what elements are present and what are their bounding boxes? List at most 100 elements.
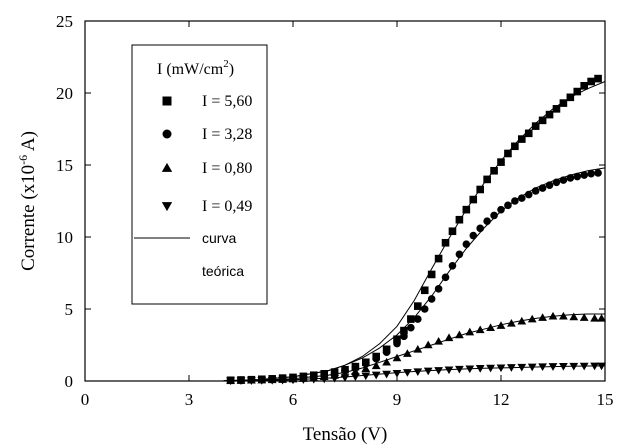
data-point	[455, 215, 464, 224]
data-point	[434, 337, 443, 345]
legend-marker	[161, 202, 173, 212]
data-point	[597, 313, 606, 322]
data-point	[319, 375, 329, 384]
data-point	[566, 174, 575, 182]
data-point	[434, 285, 443, 293]
data-point	[559, 176, 568, 184]
data-point	[587, 169, 595, 178]
data-point	[545, 110, 554, 119]
data-point	[400, 332, 408, 341]
data-point	[414, 302, 422, 310]
legend-label: I = 0,80	[202, 160, 252, 177]
data-point	[573, 172, 582, 181]
legend-marker	[162, 129, 172, 139]
y-tick-label: 15	[56, 156, 73, 175]
data-point	[594, 74, 602, 83]
data-point	[517, 316, 527, 325]
data-point	[371, 371, 381, 380]
data-point	[552, 178, 561, 187]
data-point	[407, 315, 415, 323]
data-point	[587, 77, 595, 86]
data-point	[469, 231, 478, 240]
data-point	[462, 240, 471, 248]
data-point	[579, 313, 589, 321]
data-point	[400, 326, 408, 335]
data-point	[434, 254, 443, 263]
data-point	[497, 158, 505, 166]
data-point	[590, 362, 599, 371]
data-point	[423, 340, 433, 349]
data-point	[392, 369, 402, 378]
data-point	[597, 362, 606, 371]
data-point	[518, 135, 526, 143]
data-point	[590, 313, 599, 322]
data-point	[382, 357, 391, 366]
data-point	[527, 363, 537, 372]
data-point	[573, 87, 582, 96]
data-point	[490, 166, 498, 175]
data-point	[548, 363, 558, 371]
data-point	[361, 364, 371, 373]
data-point	[476, 224, 485, 233]
data-point	[475, 325, 485, 334]
data-point	[559, 311, 568, 320]
data-point	[340, 374, 350, 382]
data-point	[444, 333, 454, 342]
data-point	[414, 315, 422, 323]
legend-entries: I = 5,60 I = 3,28 I = 0,80 I = 0,49	[161, 93, 252, 215]
data-point	[538, 313, 547, 321]
y-tick-label: 20	[56, 84, 73, 103]
legend-fit-label-line1: curva	[202, 230, 236, 246]
data-point	[465, 327, 475, 336]
y-tick-label: 5	[65, 300, 74, 319]
y-tick-label: 10	[56, 228, 73, 247]
data-point	[462, 205, 471, 214]
data-point	[538, 363, 547, 371]
legend-box	[131, 44, 268, 305]
data-point	[490, 211, 498, 220]
legend-entry-4: I = 0,49	[161, 198, 252, 215]
data-point	[531, 187, 540, 195]
legend-label: I = 0,49	[202, 198, 252, 215]
data-point	[455, 330, 464, 339]
data-point	[569, 312, 579, 321]
data-point	[434, 367, 443, 375]
data-point	[393, 335, 401, 344]
data-point	[351, 373, 360, 382]
data-point	[511, 142, 519, 151]
data-point	[579, 362, 589, 371]
data-point	[427, 295, 436, 303]
data-point	[382, 348, 391, 357]
data-point	[580, 82, 588, 90]
data-point	[469, 195, 478, 204]
data-point	[566, 93, 575, 102]
series-4	[226, 362, 606, 386]
legend-entry-1: I = 5,60	[162, 93, 252, 110]
data-point	[559, 363, 568, 371]
x-axis-title: Tensão (V)	[303, 424, 388, 445]
fit-curve-3	[223, 313, 605, 382]
data-point	[361, 372, 371, 381]
data-point	[538, 116, 547, 125]
data-point	[309, 375, 319, 384]
data-point	[496, 364, 506, 373]
data-point	[392, 353, 402, 362]
data-point	[371, 361, 381, 370]
x-tick-labels: 0 3 6 9 12 15	[81, 390, 614, 409]
data-point	[382, 370, 391, 379]
x-tick-label: 9	[393, 390, 402, 409]
data-point	[504, 149, 512, 158]
data-point	[330, 374, 339, 383]
data-point	[511, 197, 519, 205]
data-point	[538, 184, 547, 192]
data-point	[507, 364, 516, 372]
data-point	[455, 365, 464, 374]
ticks-layer	[84, 20, 606, 382]
data-point	[448, 262, 457, 270]
data-point	[527, 314, 537, 323]
data-point	[420, 305, 429, 313]
data-point	[545, 181, 554, 189]
data-point	[594, 169, 602, 177]
y-tick-label: 25	[56, 12, 73, 31]
